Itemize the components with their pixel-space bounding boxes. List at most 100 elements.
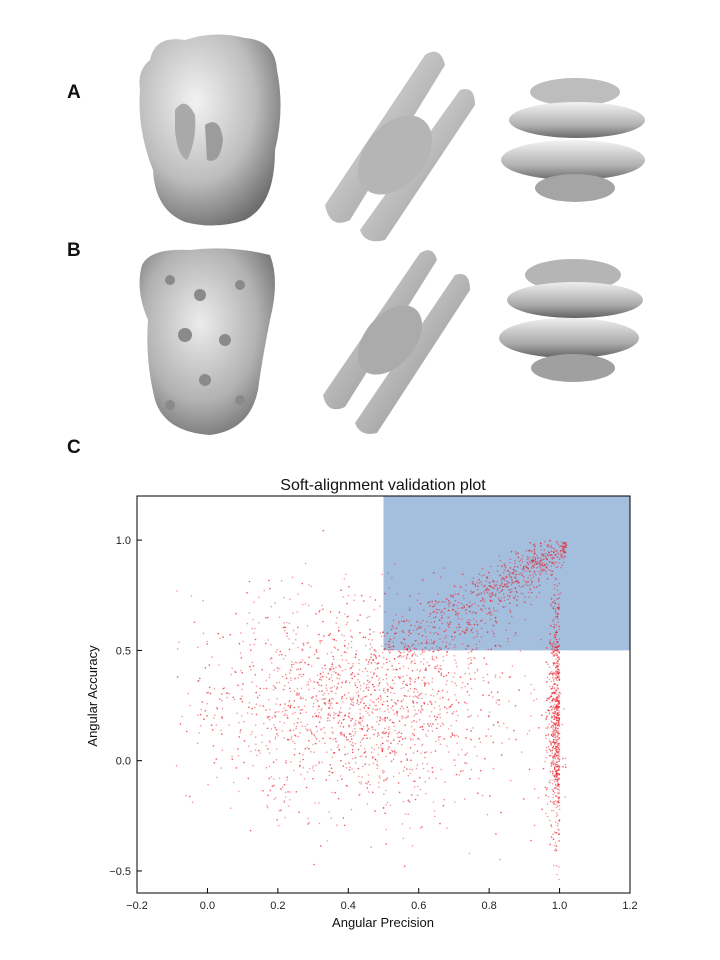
scatter-point — [506, 570, 509, 572]
scatter-point — [557, 702, 559, 705]
scatter-point — [369, 628, 371, 631]
scatter-point — [331, 771, 333, 773]
scatter-point — [545, 757, 547, 759]
scatter-point — [550, 597, 553, 600]
scatter-point — [560, 550, 562, 552]
scatter-point — [549, 770, 552, 773]
scatter-point — [254, 627, 256, 630]
scatter-point — [414, 654, 417, 656]
scatter-point — [354, 756, 357, 759]
scatter-point — [550, 598, 553, 600]
scatter-point — [381, 749, 384, 752]
scatter-point — [215, 724, 218, 726]
scatter-point — [551, 557, 554, 559]
scatter-point — [352, 734, 355, 737]
scatter-point — [232, 696, 234, 699]
scatter-point — [318, 678, 321, 681]
scatter-point — [410, 624, 412, 627]
scatter-point — [287, 704, 290, 707]
scatter-point — [552, 757, 554, 759]
scatter-point — [366, 679, 369, 682]
scatter-point — [470, 629, 473, 631]
scatter-point — [370, 656, 372, 659]
scatter-point — [357, 694, 360, 697]
scatter-point — [466, 683, 469, 685]
scatter-point — [545, 572, 547, 575]
scatter-point — [499, 676, 501, 678]
scatter-point — [373, 701, 375, 704]
scatter-point — [522, 565, 525, 568]
scatter-point — [389, 660, 391, 663]
scatter-point — [395, 751, 398, 754]
scatter-point — [564, 763, 567, 766]
scatter-point — [557, 754, 559, 757]
scatter-point — [552, 790, 555, 792]
scatter-point — [388, 649, 390, 652]
scatter-point — [551, 692, 554, 694]
scatter-point — [221, 733, 223, 735]
scatter-point — [555, 727, 557, 729]
scatter-point — [370, 751, 373, 754]
scatter-point — [336, 746, 339, 748]
scatter-point — [549, 741, 551, 743]
scatter-point — [369, 628, 371, 631]
scatter-point — [226, 692, 229, 695]
scatter-point — [359, 755, 362, 758]
scatter-point — [351, 751, 354, 754]
scatter-point — [377, 697, 380, 700]
scatter-point — [556, 662, 559, 665]
scatter-point — [552, 662, 555, 664]
scatter-point — [552, 645, 554, 648]
scatter-point — [318, 802, 320, 804]
scatter-point — [463, 597, 465, 600]
scatter-point — [497, 721, 500, 724]
scatter-point — [553, 755, 555, 757]
scatter-point — [357, 673, 360, 676]
scatter-point — [533, 586, 535, 589]
scatter-point — [465, 608, 468, 611]
scatter-point — [409, 677, 411, 680]
scatter-point — [500, 590, 503, 593]
scatter-point — [400, 700, 403, 702]
scatter-point — [528, 584, 531, 587]
scatter-point — [550, 603, 552, 605]
scatter-point — [331, 638, 334, 640]
scatter-point — [410, 645, 413, 647]
scatter-point — [554, 784, 557, 786]
scatter-point — [229, 807, 232, 809]
scatter-point — [533, 552, 536, 555]
scatter-point — [558, 796, 560, 799]
scatter-point — [348, 769, 351, 771]
scatter-point — [558, 784, 560, 786]
scatter-point — [387, 688, 389, 691]
scatter-point — [431, 730, 434, 732]
scatter-point — [379, 632, 382, 634]
scatter-point — [556, 676, 559, 679]
scatter-point — [379, 698, 382, 701]
scatter-point — [557, 705, 559, 707]
scatter-point — [403, 646, 406, 648]
scatter-point — [550, 742, 552, 745]
scatter-point — [298, 693, 300, 695]
scatter-point — [557, 784, 559, 787]
scatter-point — [546, 787, 549, 789]
scatter-point — [272, 761, 275, 763]
scatter-point — [397, 742, 399, 745]
scatter-point — [414, 713, 417, 715]
scatter-point — [299, 764, 301, 767]
scatter-point — [373, 608, 376, 611]
scatter-point — [558, 718, 561, 721]
scatter-point — [376, 733, 379, 735]
scatter-point — [333, 714, 335, 716]
scatter-point — [364, 636, 367, 639]
scatter-point — [434, 600, 437, 602]
scatter-point — [305, 728, 307, 730]
scatter-point — [552, 707, 554, 709]
scatter-point — [271, 785, 274, 788]
scatter-point — [377, 701, 380, 704]
scatter-point — [555, 706, 558, 708]
scatter-point — [205, 692, 208, 694]
scatter-point — [363, 682, 365, 685]
scatter-point — [295, 727, 297, 730]
scatter-point — [554, 602, 557, 605]
